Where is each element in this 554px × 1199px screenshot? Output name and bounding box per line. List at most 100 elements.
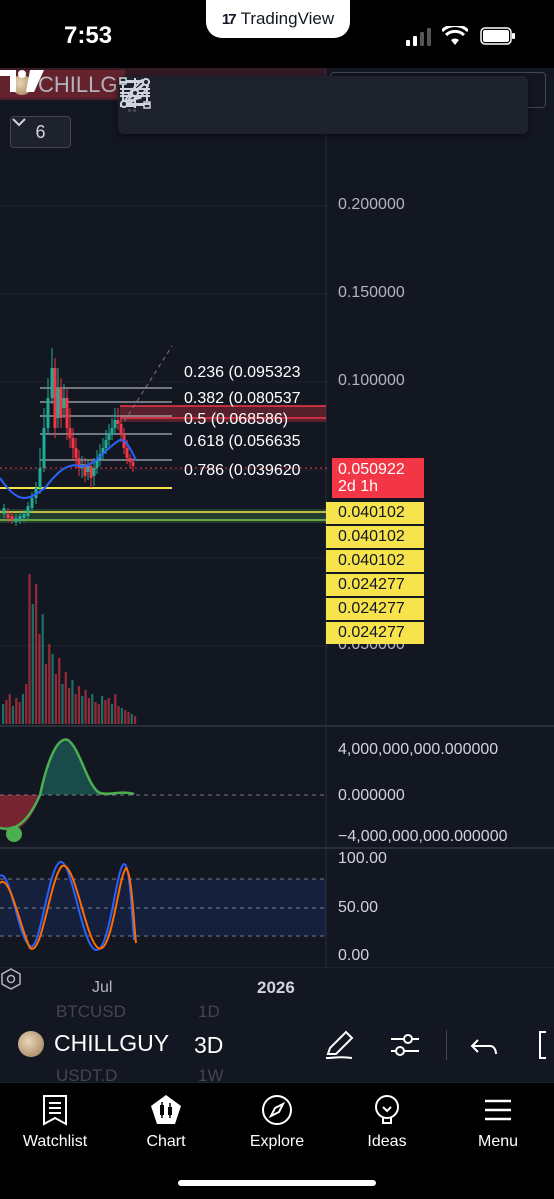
legend-symbol-label: CHILLG <box>38 72 118 97</box>
volume-bars <box>2 574 137 724</box>
compass-icon <box>262 1095 292 1125</box>
undo-icon[interactable] <box>468 1028 502 1062</box>
volume-bar <box>74 694 77 724</box>
volume-bar <box>51 654 54 724</box>
volume-bar <box>87 698 90 724</box>
candle-body <box>18 516 22 520</box>
volume-bar <box>120 708 123 724</box>
rectangle-tool-button[interactable] <box>119 77 298 124</box>
price-axis-label: 0.100000 <box>338 372 405 389</box>
clock: 7:53 <box>64 22 113 49</box>
chevron-down-icon <box>12 118 26 127</box>
oscillator-axis-label: 4,000,000,000.000000 <box>338 741 499 758</box>
fib-level-label: 0.618 (0.056635 <box>184 433 301 450</box>
nav-watchlist[interactable]: Watchlist <box>5 1093 105 1151</box>
vertical-line-tool-button[interactable] <box>131 78 514 124</box>
horizontal-ray-tool-button[interactable] <box>120 86 244 124</box>
nav-menu[interactable]: Menu <box>448 1093 548 1151</box>
volume-bar <box>61 684 64 724</box>
volume-bar <box>28 574 31 724</box>
level-price-tag: 0.040102 <box>326 502 424 524</box>
candle-body <box>92 468 96 476</box>
symbol-search-button[interactable]: CHILLGUY <box>18 1030 169 1057</box>
battery-icon <box>480 27 515 45</box>
candle-body <box>62 398 66 408</box>
candle-body <box>53 368 57 428</box>
candlestick-series <box>2 348 135 526</box>
candle-body <box>74 448 78 458</box>
indicators-sliders-icon[interactable] <box>388 1028 422 1062</box>
price-axis-label: 0.150000 <box>338 284 405 301</box>
price-axis-label: 0.200000 <box>338 196 405 213</box>
home-indicator[interactable] <box>178 1180 376 1186</box>
volume-bar <box>35 584 38 724</box>
candle-body <box>86 466 90 472</box>
bar-countdown: 2d 1h <box>338 478 379 495</box>
chart-pane[interactable]: CHILLG 6 0.200000 0.150000 0.100000 <box>0 68 554 1008</box>
volume-bar <box>18 702 21 724</box>
candle-body <box>113 420 117 428</box>
lightbulb-icon <box>375 1095 399 1124</box>
level-price-tag: 0.024277 <box>326 574 424 596</box>
volume-bar <box>104 700 107 724</box>
oscillator-axis-label: 0.00 <box>338 947 370 964</box>
time-axis[interactable]: Jul 2026 <box>0 968 554 1008</box>
symbol-avatar <box>18 1030 44 1057</box>
candle-body <box>6 514 10 518</box>
fib-level-label: 0.786 (0.039620 <box>184 462 301 479</box>
highlighter-tool-button[interactable] <box>120 78 406 124</box>
oscillator-axis-label: 0.000000 <box>338 787 405 804</box>
fib-level-label: 0.5 (0.068586) <box>184 411 289 428</box>
candle-body <box>104 440 108 448</box>
time-axis-label: Jul <box>92 979 113 996</box>
candle-body <box>107 434 111 440</box>
volume-bar <box>15 698 18 724</box>
last-price-tag: 0.050922 2d 1h <box>332 458 424 498</box>
candle-body <box>59 388 63 418</box>
interval-button[interactable]: 3D <box>194 1032 224 1058</box>
candle-body <box>83 464 87 476</box>
status-bar: 7:53 17 TradingView <box>0 0 554 68</box>
indicator-collapse-button[interactable]: 6 <box>10 116 71 148</box>
candle-body <box>89 466 93 478</box>
volume-bar <box>130 714 133 724</box>
brush-tool-button[interactable] <box>121 79 190 124</box>
indicator-count: 6 <box>35 121 46 142</box>
oscillator-axis-label: 100.00 <box>338 850 387 867</box>
ghost-watchlist-item: USDT.D <box>56 1066 118 1085</box>
candle-body <box>110 428 114 434</box>
tradingview-logo-icon: 17 <box>221 10 237 28</box>
nav-label: Ideas <box>367 1133 407 1150</box>
nav-ideas[interactable]: Ideas <box>337 1093 437 1151</box>
volume-bar <box>25 684 28 724</box>
volume-bar <box>84 690 87 724</box>
tradingview-watermark-icon <box>0 70 44 92</box>
drawing-toolbar[interactable] <box>118 76 528 134</box>
chart-settings-icon[interactable] <box>0 968 22 990</box>
volume-bar <box>81 696 84 724</box>
time-axis-label: 2026 <box>257 978 295 997</box>
fullscreen-icon[interactable] <box>534 1028 554 1062</box>
tradingview-pill[interactable]: 17 TradingView <box>206 0 350 38</box>
candle-body <box>22 514 26 518</box>
wifi-icon <box>442 26 468 45</box>
volume-bar <box>58 658 61 724</box>
nav-label: Watchlist <box>22 1133 88 1150</box>
symbol-legend[interactable]: CHILLG <box>0 70 126 100</box>
candle-body <box>38 468 42 488</box>
candle-body <box>68 428 72 438</box>
nav-chart[interactable]: Chart <box>116 1093 216 1151</box>
volume-bar <box>94 702 97 724</box>
fib-tool-button[interactable] <box>120 81 352 124</box>
candle-body <box>125 448 129 458</box>
drawing-pen-icon[interactable] <box>322 1028 356 1062</box>
candle-body <box>65 398 69 428</box>
vertical-line-icon <box>131 78 139 108</box>
watchlist-icon <box>43 1095 67 1126</box>
chart-canvas[interactable] <box>0 68 554 1008</box>
nav-explore[interactable]: Explore <box>227 1093 327 1151</box>
volume-bar <box>38 634 41 724</box>
volume-bar <box>41 614 44 724</box>
volume-bar <box>21 694 24 724</box>
trendline-tool-button[interactable] <box>120 78 460 124</box>
